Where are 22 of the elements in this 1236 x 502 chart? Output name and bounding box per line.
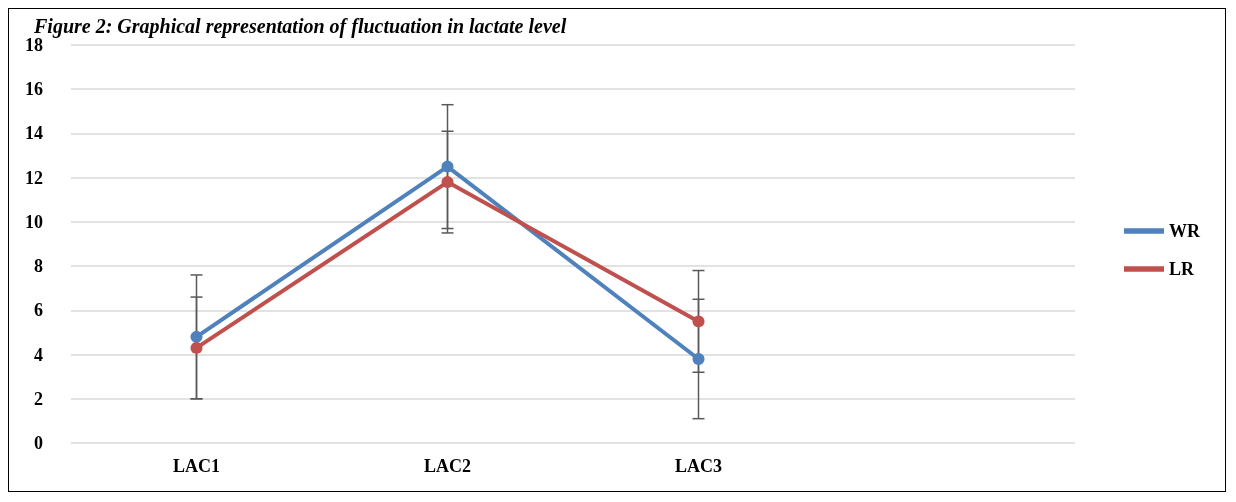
point [692,352,705,365]
y-tick-label: 18 [25,35,43,55]
chart-title: Figure 2: Graphical representation of fluctuation in lactate level [33,15,567,38]
legend-label: WR [1169,221,1201,241]
x-tick-label: LAC3 [674,456,723,476]
point [441,160,454,173]
y-tick-label: 0 [34,433,43,453]
point [190,330,203,343]
x-tick-label: LAC1 [172,456,221,476]
y-tick-label: 6 [34,300,43,321]
legend-label: LR [1169,259,1196,279]
y-tick-label: 8 [34,256,43,277]
y-tick-label: 2 [34,388,43,409]
point [692,315,705,328]
x-tick-label: LAC2 [423,456,472,476]
y-tick-label: 12 [25,167,43,188]
point [190,341,203,354]
y-tick-label: 10 [25,211,43,232]
y-tick-label: 16 [25,79,43,100]
point [441,176,454,189]
y-tick-label: 14 [25,123,43,144]
y-tick-label: 4 [34,344,43,365]
